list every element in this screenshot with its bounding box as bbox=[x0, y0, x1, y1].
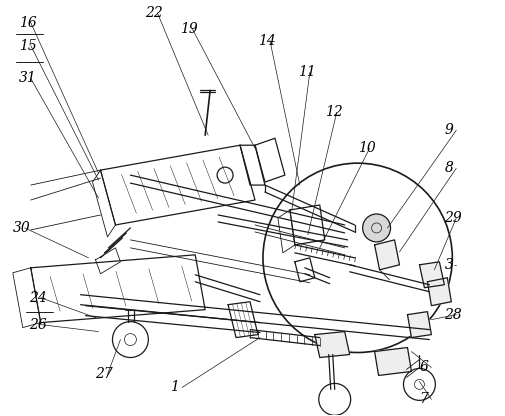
Text: 15: 15 bbox=[19, 39, 36, 52]
Text: 22: 22 bbox=[145, 6, 163, 20]
Text: 3: 3 bbox=[444, 258, 453, 272]
Polygon shape bbox=[375, 240, 399, 270]
Text: 31: 31 bbox=[19, 72, 36, 85]
Text: 14: 14 bbox=[258, 34, 276, 47]
Text: 26: 26 bbox=[29, 317, 46, 332]
Polygon shape bbox=[315, 332, 349, 357]
Text: 19: 19 bbox=[180, 22, 198, 36]
Text: 27: 27 bbox=[95, 367, 113, 381]
Text: 6: 6 bbox=[420, 361, 428, 374]
Text: 24: 24 bbox=[29, 291, 46, 305]
Polygon shape bbox=[408, 312, 431, 337]
Polygon shape bbox=[427, 278, 451, 306]
Text: 12: 12 bbox=[325, 105, 342, 119]
Text: 1: 1 bbox=[170, 380, 179, 394]
Circle shape bbox=[363, 214, 390, 242]
Text: 8: 8 bbox=[444, 161, 453, 175]
Text: 30: 30 bbox=[13, 221, 31, 235]
Text: 28: 28 bbox=[444, 308, 462, 322]
Text: 11: 11 bbox=[298, 65, 316, 79]
Text: 7: 7 bbox=[420, 392, 428, 406]
Polygon shape bbox=[375, 347, 412, 375]
Text: 10: 10 bbox=[358, 141, 375, 155]
Text: 29: 29 bbox=[444, 211, 462, 225]
Text: 9: 9 bbox=[444, 123, 453, 137]
Polygon shape bbox=[420, 262, 444, 288]
Text: 16: 16 bbox=[19, 16, 36, 30]
